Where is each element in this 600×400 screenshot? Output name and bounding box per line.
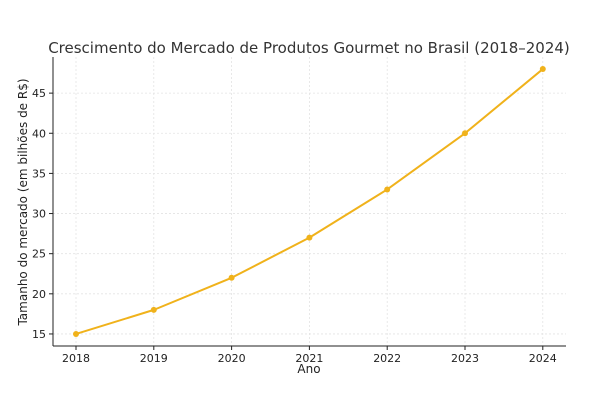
data-point — [150, 306, 157, 313]
x-axis-label: Ano — [297, 362, 320, 376]
ticks-layer: 15 20 25 30 35 40 45 2018 2019 2020 2021 2022 2023 20… — [32, 87, 557, 365]
y-tick-label: 30 — [32, 208, 46, 221]
data-point — [306, 234, 313, 241]
y-tick-label: 15 — [32, 328, 46, 341]
x-tick-label: 2018 — [62, 352, 90, 365]
data-point — [228, 274, 235, 281]
grid-layer — [53, 57, 566, 346]
data-point — [539, 66, 546, 73]
data-point — [384, 186, 391, 193]
x-tick-label: 2020 — [218, 352, 246, 365]
x-tick-label: 2023 — [451, 352, 479, 365]
x-tick-label: 2019 — [140, 352, 168, 365]
x-tick-label: 2024 — [529, 352, 557, 365]
data-point — [73, 330, 79, 337]
y-tick-label: 45 — [32, 87, 46, 100]
chart-title: Crescimento do Mercado de Produtos Gourm… — [48, 39, 570, 57]
y-tick-label: 25 — [32, 248, 46, 261]
series-layer — [73, 66, 546, 337]
x-tick-label: 2022 — [373, 352, 401, 365]
y-tick-label: 35 — [32, 167, 46, 180]
y-tick-label: 40 — [32, 127, 46, 140]
y-tick-label: 20 — [32, 288, 46, 301]
data-point — [462, 130, 468, 137]
x-tick-label: 2021 — [295, 352, 323, 365]
y-axis-label: Tamanho do mercado (em bilhões de R$) — [16, 78, 30, 326]
